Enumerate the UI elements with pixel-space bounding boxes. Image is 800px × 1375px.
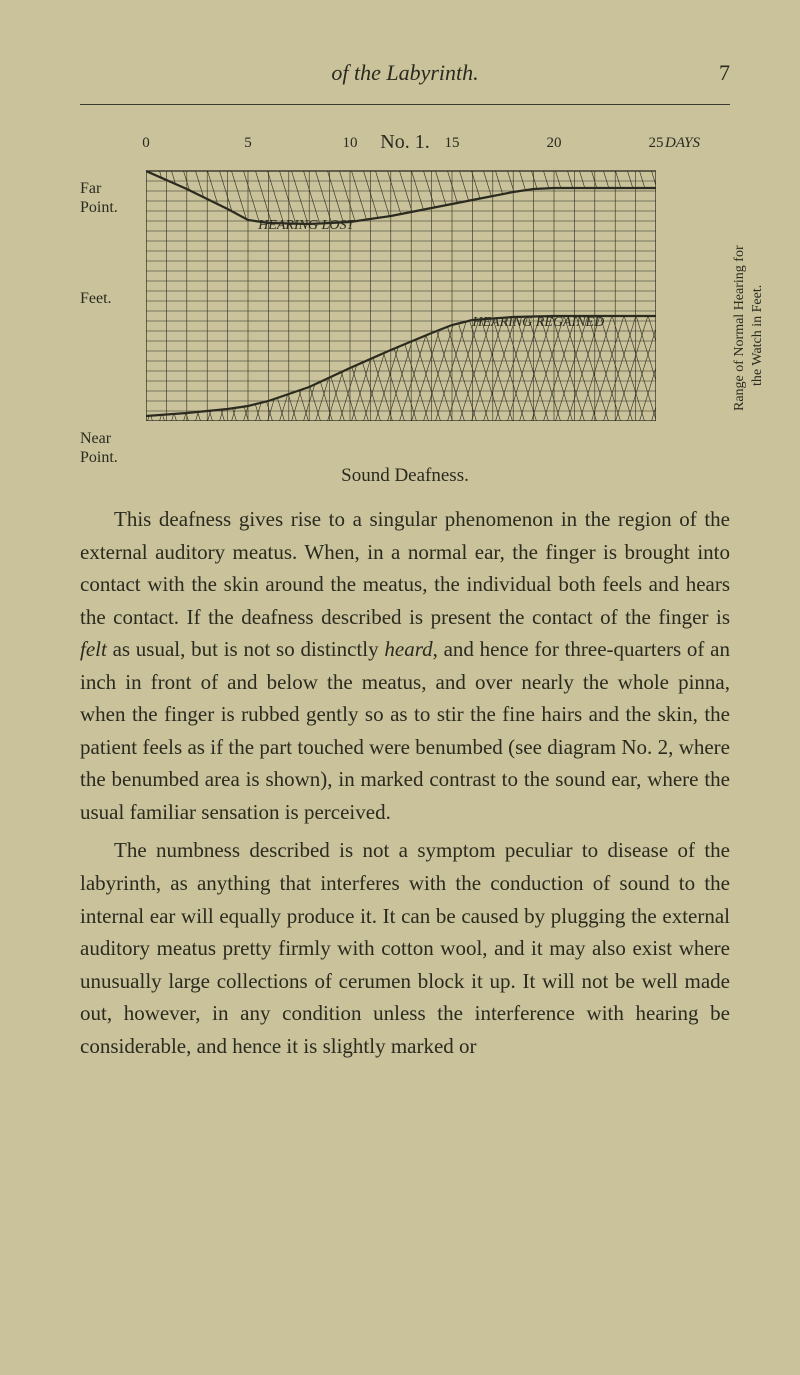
page: of the Labyrinth. 7 No. 1. 0510152025 DA… [0, 0, 800, 1375]
right-axis-label-line1: Range of Normal Hearing for [732, 245, 748, 411]
y-label: Feet. [80, 289, 142, 308]
y-label: FarPoint. [80, 179, 142, 217]
x-tick: 15 [445, 135, 460, 152]
upper-curve [146, 171, 656, 224]
x-tick: 0 [142, 135, 150, 152]
right-axis-label: Range of Normal Hearing for the Watch in… [712, 171, 742, 411]
paragraph-2: The numbness described is not a symptom … [80, 834, 730, 1062]
chart-internal-label: HEARING LOST [257, 218, 355, 233]
x-tick: 25 [649, 135, 664, 152]
running-head: of the Labyrinth. 7 [80, 60, 730, 86]
figure: No. 1. 0510152025 DAYS FarPoint.Feet.Nea… [80, 131, 730, 451]
chart-area: HEARING LOST HEARING REGAINED [146, 151, 656, 421]
x-tick: 20 [547, 135, 562, 152]
x-axis-label: DAYS [665, 135, 700, 152]
running-head-text: of the Labyrinth. [331, 60, 478, 85]
body-text: This deafness gives rise to a singular p… [80, 503, 730, 1062]
y-label: NearPoint. [80, 429, 142, 467]
x-tick: 10 [343, 135, 358, 152]
figure-caption: Sound Deafness. [80, 465, 730, 487]
x-tick: 5 [244, 135, 252, 152]
header-rule [80, 104, 730, 105]
page-number: 7 [719, 60, 730, 86]
paragraph-1: This deafness gives rise to a singular p… [80, 503, 730, 828]
chart-internal-label: HEARING REGAINED [471, 315, 604, 330]
chart-svg: HEARING LOST HEARING REGAINED [146, 151, 656, 421]
right-axis-label-line2: the Watch in Feet. [750, 285, 766, 386]
